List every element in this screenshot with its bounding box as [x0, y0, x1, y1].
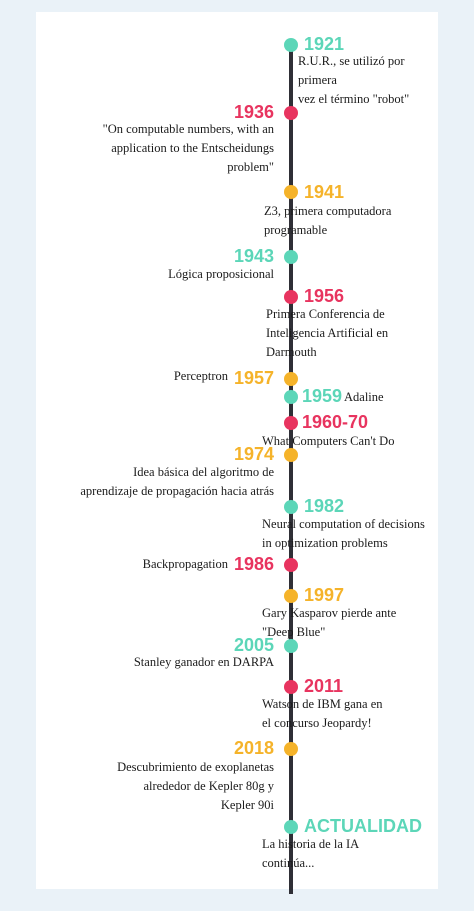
event-text: Backpropagation: [142, 557, 228, 571]
event-text: Gary Kasparov pierde ante "Deep Blue": [262, 606, 397, 639]
event-year: 1959: [302, 386, 343, 406]
event-dot: [284, 290, 298, 304]
event-dot: [284, 680, 298, 694]
event-dot: [284, 589, 298, 603]
event-year: 1997: [304, 585, 345, 605]
event-dot: [284, 185, 298, 199]
event-text: Z3, primera computadora programable: [264, 204, 392, 237]
event-year: ACTUALIDAD: [304, 816, 422, 836]
event-text: Idea básica del algoritmo de aprendizaje…: [80, 465, 274, 498]
event-text: Perceptron: [173, 369, 228, 383]
event-year: 2018: [233, 738, 274, 758]
event-year: 1936: [233, 102, 274, 122]
event-year: 1982: [304, 496, 345, 516]
event-dot: [284, 38, 298, 52]
event-year: 1986: [233, 554, 274, 574]
event-dot: [284, 820, 298, 834]
event-year: 2005: [233, 635, 274, 655]
event-year: 1974: [233, 444, 274, 464]
event-dot: [284, 372, 298, 386]
event-text: Descubrimiento de exoplanetas alrededor …: [117, 760, 274, 812]
event-dot: [284, 742, 298, 756]
event-text: R.U.R., se utilizó por primera vez el té…: [298, 54, 410, 106]
event-text: What Computers Can't Do: [262, 434, 395, 448]
timeline-axis: [289, 42, 293, 894]
event-text: La historia de la IA continúa...: [262, 837, 360, 870]
event-text: Watson de IBM gana en el concurso Jeopar…: [262, 697, 383, 730]
event-dot: [284, 416, 298, 430]
event-year: 1921: [304, 34, 345, 54]
event-text: Adaline: [344, 390, 384, 404]
event-dot: [284, 390, 298, 404]
timeline-card: 1921 R.U.R., se utilizó por primera vez …: [36, 12, 438, 894]
event-dot: [284, 250, 298, 264]
event-dot: [284, 558, 298, 572]
event-dot: [284, 448, 298, 462]
event-dot: [284, 639, 298, 653]
event-text: Neural computation of decisions in optim…: [262, 517, 425, 550]
event-year: 1956: [304, 286, 345, 306]
event-year: 2011: [304, 676, 344, 696]
event-text: Stanley ganador en DARPA: [133, 655, 274, 669]
event-text: "On computable numbers, with an applicat…: [102, 122, 274, 174]
event-dot: [284, 500, 298, 514]
event-year: 1957: [233, 368, 274, 388]
event-text: Lógica proposicional: [168, 267, 274, 281]
event-dot: [284, 106, 298, 120]
event-text: Primera Conferencia de Inteligencia Arti…: [266, 307, 389, 359]
event-year: 1943: [233, 246, 274, 266]
event-year: 1960-70: [302, 412, 369, 432]
event-year: 1941: [304, 182, 345, 202]
